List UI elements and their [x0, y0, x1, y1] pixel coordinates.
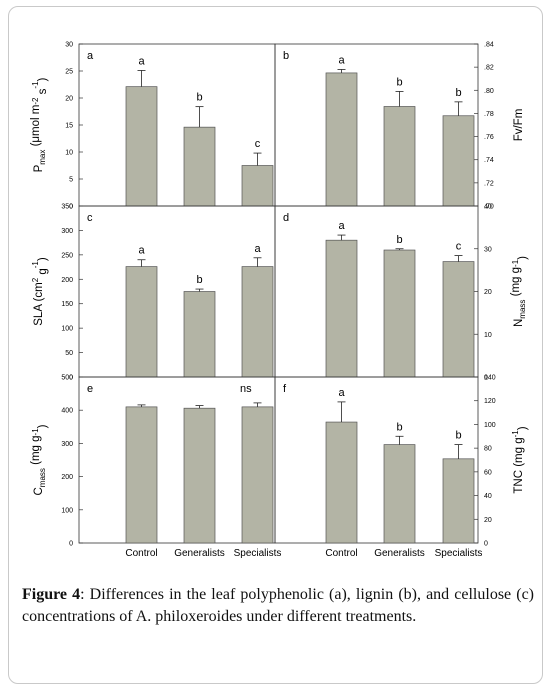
- panel-f-ylabel: TNC (mg g-1): [511, 426, 529, 493]
- panel-f-sig-letter: b: [396, 421, 402, 433]
- panel-c-tick-label: 0: [69, 375, 73, 382]
- panel-f-bar: [325, 421, 358, 544]
- panel-b-bar: [442, 115, 475, 207]
- panel-e-category-label: Generalists: [174, 548, 225, 559]
- panel-d-bar: [325, 239, 358, 378]
- panel-e-letter: e: [87, 383, 93, 395]
- panel-b-ylabel: Fv/Fm: [513, 109, 525, 142]
- panel-f-tick-label: 40: [484, 493, 492, 500]
- panel-d-bar: [383, 249, 416, 378]
- panel-c-bar: [241, 266, 274, 378]
- panel-a-tick-label: 20: [65, 96, 73, 103]
- panel-d-sig-letter: a: [338, 220, 345, 232]
- panel-e-tick-label: 0: [69, 541, 73, 548]
- panel-b-tick-label: .70: [484, 204, 494, 211]
- panel-c-letter: c: [87, 212, 93, 224]
- panel-d-ylabel: Nmass (mg g-1): [510, 256, 529, 327]
- panel-a-sig-letter: c: [255, 138, 261, 150]
- panel-e-note: ns: [240, 383, 252, 395]
- panel-f-tick-label: 60: [484, 469, 492, 476]
- panel-e-ylabel: Cmass (mg g-1): [30, 424, 49, 495]
- panel-d-sig-letter: c: [456, 241, 462, 253]
- panel-f-frame: [274, 376, 479, 544]
- panel-f-letter: f: [283, 383, 287, 395]
- panel-a-sig-letter: a: [138, 55, 145, 67]
- panel-e-tick-label: 300: [61, 441, 73, 448]
- panel-b-bar: [383, 106, 416, 207]
- panel-a-sig-letter: b: [196, 92, 202, 104]
- panel-e-category-label: Specialists: [234, 548, 282, 559]
- panel-c-bar: [183, 291, 216, 378]
- panel-d-tick-label: 0: [484, 375, 488, 382]
- panel-e-bar: [241, 406, 274, 544]
- panel-f-category-label: Control: [325, 548, 357, 559]
- panel-f-category-label: Specialists: [435, 548, 483, 559]
- panel-e-tick-label: 200: [61, 474, 73, 481]
- panel-c-bar: [125, 266, 158, 378]
- caption-text: : Differences in the leaf polyphenolic (…: [22, 586, 535, 625]
- panel-f-sig-letter: a: [338, 387, 345, 399]
- panel-b-sig-letter: b: [455, 87, 461, 99]
- panel-d-tick-label: 10: [484, 332, 492, 339]
- panel-e-bar: [125, 406, 158, 544]
- panel-b-sig-letter: b: [396, 76, 402, 88]
- panel-f-tick-label: 20: [484, 517, 492, 524]
- panel-a-tick-label: 0: [69, 204, 73, 211]
- panel-c-tick-label: 250: [61, 252, 73, 259]
- panel-e-tick-label: 500: [61, 375, 73, 382]
- panel-a-tick-label: 5: [69, 177, 73, 184]
- panel-e-bar: [183, 407, 216, 544]
- panel-d-tick-label: 30: [484, 246, 492, 253]
- panel-f-tick-label: 80: [484, 446, 492, 453]
- panel-c-sig-letter: a: [138, 245, 145, 257]
- panel-c-sig-letter: b: [196, 274, 202, 286]
- panel-c-ylabel: SLA (cm2 g-1): [31, 257, 49, 326]
- panel-f-tick-label: 140: [484, 375, 496, 382]
- panel-c-tick-label: 50: [65, 350, 73, 357]
- panel-f-sig-letter: b: [455, 430, 461, 442]
- panel-c-tick-label: 200: [61, 277, 73, 284]
- panel-e-category-label: Control: [125, 548, 157, 559]
- panel-f-tick-label: 100: [484, 422, 496, 429]
- panel-a-ylabel: Pmax (μmol m-2 s-1): [30, 77, 49, 172]
- panel-f-category-label: Generalists: [374, 548, 425, 559]
- panel-b-tick-label: .76: [484, 134, 494, 141]
- panel-b-tick-label: .74: [484, 157, 494, 164]
- panel-b-tick-label: .72: [484, 180, 494, 187]
- panel-c-tick-label: 150: [61, 301, 73, 308]
- panel-d-tick-label: 40: [484, 204, 492, 211]
- panel-d-tick-label: 20: [484, 289, 492, 296]
- panel-a-tick-label: 10: [65, 150, 73, 157]
- panel-a-tick-label: 25: [65, 69, 73, 76]
- panel-b-tick-label: .82: [484, 65, 494, 72]
- panel-e-tick-label: 100: [61, 507, 73, 514]
- panel-b-letter: b: [283, 50, 289, 62]
- panel-d-bar: [442, 261, 475, 378]
- caption-label: Figure 4: [22, 586, 81, 603]
- panel-f-tick-label: 120: [484, 398, 496, 405]
- panel-d-sig-letter: b: [396, 234, 402, 246]
- panel-a-tick-label: 15: [65, 123, 73, 130]
- panel-a-tick-label: 30: [65, 42, 73, 49]
- panel-c-tick-label: 300: [61, 228, 73, 235]
- panel-c-sig-letter: a: [254, 243, 261, 255]
- panel-a-bar: [183, 126, 216, 207]
- panel-a-bar: [125, 86, 158, 207]
- panel-d-letter: d: [283, 212, 289, 224]
- panel-b-tick-label: .84: [484, 42, 494, 49]
- panel-f-bar: [442, 458, 475, 544]
- panel-f-tick-label: 0: [484, 541, 488, 548]
- panel-b-bar: [325, 72, 358, 207]
- panel-b-tick-label: .80: [484, 88, 494, 95]
- panel-c-tick-label: 100: [61, 326, 73, 333]
- panel-f-bar: [383, 444, 416, 544]
- panel-a-bar: [241, 165, 274, 207]
- panel-b-tick-label: .78: [484, 111, 494, 118]
- panel-a-letter: a: [87, 50, 94, 62]
- figure-caption: Figure 4: Differences in the leaf polyph…: [22, 584, 534, 628]
- panel-c-tick-label: 350: [61, 204, 73, 211]
- panel-e-tick-label: 400: [61, 408, 73, 415]
- panel-b-sig-letter: a: [338, 54, 345, 66]
